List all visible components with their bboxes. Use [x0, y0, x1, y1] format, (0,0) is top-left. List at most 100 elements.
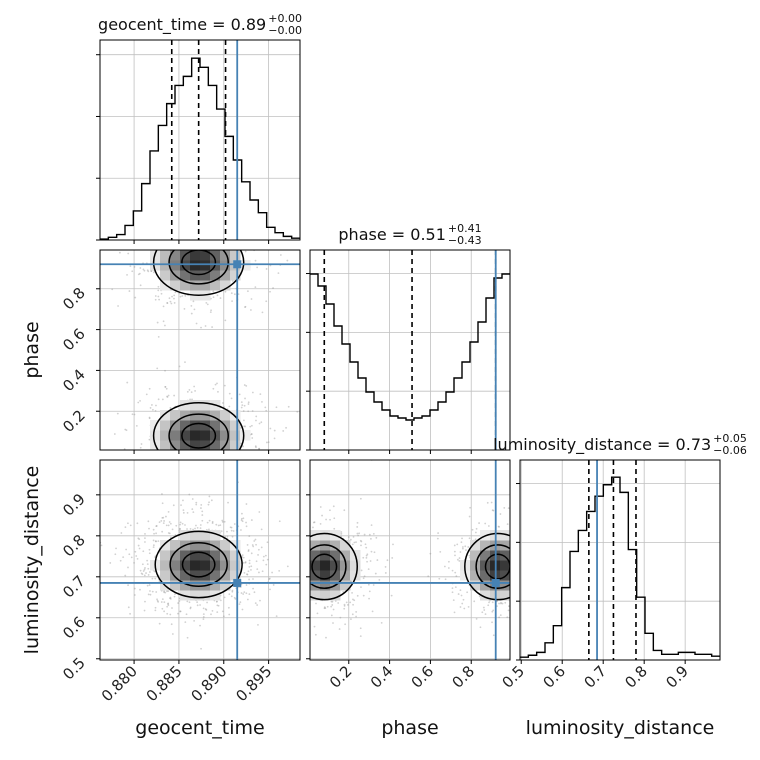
- scatter-point: [307, 595, 309, 597]
- scatter-point: [152, 408, 154, 411]
- scatter-point: [427, 575, 430, 578]
- scatter-point: [256, 245, 258, 247]
- scatter-point: [344, 623, 347, 626]
- scatter-point: [200, 484, 202, 486]
- scatter-point: [514, 538, 516, 540]
- scatter-point: [468, 515, 471, 518]
- scatter-point: [207, 503, 210, 506]
- scatter-point: [297, 571, 299, 573]
- scatter-point: [230, 595, 233, 598]
- scatter-point: [340, 531, 343, 533]
- scatter-point: [290, 464, 292, 466]
- scatter-point: [460, 541, 463, 544]
- scatter-point: [214, 456, 216, 458]
- scatter-point: [218, 248, 220, 250]
- scatter-point: [359, 497, 362, 500]
- density-cell: [500, 580, 510, 591]
- scatter-point: [529, 549, 531, 551]
- scatter-point: [245, 503, 248, 505]
- scatter-point: [467, 546, 470, 548]
- scatter-point: [538, 574, 540, 576]
- scatter-point: [202, 470, 204, 472]
- scatter-point: [507, 609, 510, 612]
- scatter-point: [364, 543, 367, 546]
- scatter-point: [265, 563, 268, 566]
- scatter-point: [242, 556, 245, 559]
- x-tick-label: 0.8: [448, 662, 478, 692]
- density-cell: [160, 440, 171, 450]
- scatter-point: [530, 599, 532, 601]
- density-cell: [340, 540, 351, 551]
- density-cell: [230, 550, 241, 561]
- scatter-point: [316, 612, 319, 615]
- scatter-point: [229, 463, 231, 465]
- scatter-point: [487, 604, 490, 607]
- scatter-point: [273, 429, 276, 432]
- scatter-point: [230, 217, 232, 219]
- density-cell: [500, 560, 510, 571]
- scatter-point: [482, 606, 485, 609]
- scatter-point: [190, 391, 193, 394]
- density-cell: [180, 590, 191, 601]
- scatter-point: [283, 543, 285, 545]
- scatter-point: [198, 475, 200, 477]
- scatter-point: [178, 365, 181, 368]
- scatter-point: [199, 524, 202, 526]
- scatter-point: [323, 607, 326, 610]
- scatter-point: [196, 526, 199, 529]
- scatter-point: [210, 220, 212, 222]
- hist-step-line: [100, 57, 300, 240]
- scatter-point: [304, 535, 306, 537]
- scatter-point: [117, 305, 119, 307]
- scatter-point: [532, 591, 534, 593]
- scatter-point: [188, 493, 191, 496]
- scatter-point: [166, 612, 169, 615]
- scatter-point: [331, 604, 334, 606]
- scatter-point: [151, 465, 153, 467]
- scatter-point: [190, 244, 192, 246]
- x-axis-label: phase: [381, 717, 438, 739]
- density-cell: [150, 260, 161, 271]
- density-cell: [310, 580, 321, 591]
- scatter-point: [252, 587, 254, 590]
- scatter-point: [513, 561, 515, 563]
- scatter-point: [265, 300, 268, 303]
- scatter-point: [161, 530, 164, 533]
- scatter-point: [219, 297, 222, 299]
- scatter-point: [155, 540, 157, 543]
- density-cell: [180, 260, 191, 271]
- scatter-point: [366, 560, 368, 563]
- scatter-point: [347, 536, 350, 538]
- scatter-point: [264, 406, 267, 409]
- scatter-point: [166, 302, 169, 305]
- scatter-point: [301, 593, 303, 595]
- scatter-point: [499, 513, 502, 515]
- scatter-point: [128, 290, 131, 292]
- scatter-point: [226, 227, 228, 229]
- scatter-point: [453, 550, 456, 553]
- scatter-point: [138, 547, 141, 550]
- hist-step-line: [310, 273, 510, 421]
- scatter-point: [197, 457, 199, 459]
- scatter-point: [155, 532, 158, 535]
- scatter-point: [186, 600, 189, 603]
- scatter-point: [243, 425, 246, 428]
- scatter-point: [194, 234, 196, 236]
- title-plus-error: +0.05: [713, 432, 747, 445]
- scatter-point: [384, 566, 387, 568]
- scatter-point: [370, 550, 373, 553]
- density-cell: [180, 550, 191, 561]
- scatter-point: [168, 462, 170, 464]
- scatter-point: [190, 312, 193, 315]
- scatter-point: [241, 512, 243, 515]
- scatter-point: [208, 501, 210, 504]
- truth-marker: [233, 260, 242, 269]
- scatter-point: [170, 623, 173, 626]
- scatter-point: [488, 601, 490, 604]
- scatter-point: [221, 521, 224, 523]
- scatter-point: [167, 225, 169, 227]
- density-cell: [190, 540, 201, 551]
- scatter-point: [547, 511, 549, 513]
- scatter-point: [139, 399, 141, 402]
- scatter-point: [180, 221, 182, 223]
